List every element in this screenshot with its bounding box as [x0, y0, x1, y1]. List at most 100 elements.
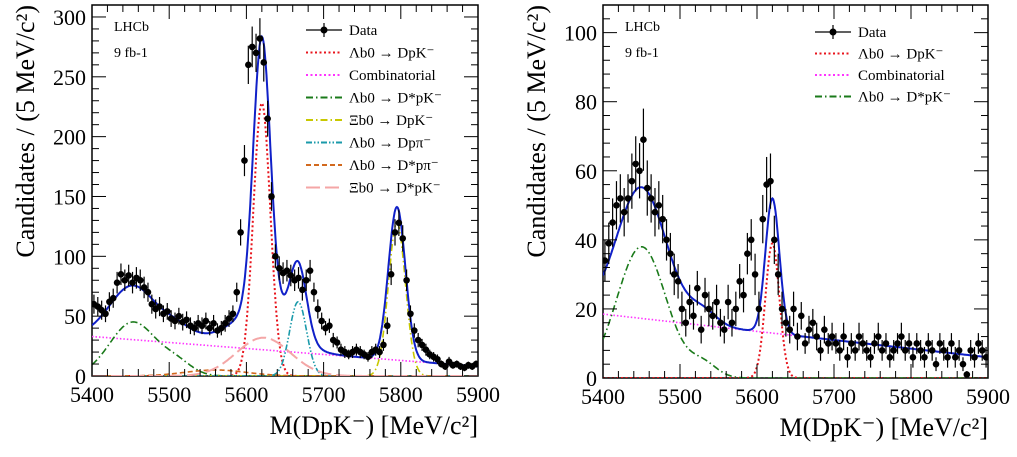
legend-entry: Λb0 → D*pK⁻ [306, 91, 442, 107]
data-point [882, 333, 890, 354]
legend-label: Λb0 → D*pK⁻ [858, 90, 951, 106]
data-point [932, 357, 940, 372]
data-point [283, 259, 291, 282]
data-point [140, 276, 148, 299]
data-point [264, 100, 271, 137]
data-point [747, 219, 755, 261]
data-point [387, 263, 395, 286]
data-point [851, 340, 859, 361]
data-point [778, 291, 786, 327]
data-point [836, 340, 844, 361]
data-point [414, 332, 422, 348]
data-point [824, 333, 832, 354]
experiment-label: LHCb [625, 20, 660, 35]
y-tick-label: 300 [53, 5, 86, 30]
data-point [728, 308, 736, 337]
x-tick-label: 5400 [581, 384, 625, 409]
legend-label: Data [349, 23, 378, 39]
data-point [844, 346, 851, 368]
total-fit-curve [603, 186, 988, 359]
data-point [407, 305, 414, 323]
data-point [828, 322, 836, 351]
data-point [391, 219, 399, 246]
data-point [786, 315, 794, 344]
data-point [971, 346, 978, 368]
legend-entry: Λb0 → D*pπ⁻ [306, 158, 439, 174]
data-point [632, 136, 640, 192]
data-point [801, 333, 809, 354]
data-point [314, 299, 322, 319]
experiment-label: LHCb [114, 20, 149, 35]
data-point [422, 343, 430, 356]
legend-entry: Data [815, 25, 887, 41]
right-panel: 5400 5500 5600 5700 5800 5900 0 20 40 60 80 100 M(Dp… [522, 4, 1010, 442]
data-point [720, 315, 728, 344]
data-point [617, 174, 624, 223]
y-tick-label: 80 [575, 90, 597, 115]
data-point [190, 320, 198, 336]
y-axis-title: Candidates / (5 MeV/c²) [11, 5, 40, 258]
legend-entry: Combinatorial [815, 68, 945, 84]
data-point [245, 45, 252, 84]
data-point [878, 340, 886, 361]
data-point [326, 318, 333, 333]
data-point [241, 145, 248, 177]
legend-entry: Combinatorial [306, 68, 436, 84]
x-tick-label: 5900 [456, 382, 500, 407]
data-point [682, 308, 690, 337]
data-point [697, 315, 705, 344]
data-point [218, 320, 225, 336]
data-point [121, 269, 129, 292]
y-tick-label: 200 [53, 125, 86, 150]
data-point [272, 244, 279, 269]
data-point [659, 194, 666, 244]
data-point [901, 340, 909, 361]
data-point [94, 297, 102, 317]
data-point [894, 333, 901, 354]
legend: Data Λb0 → DpK⁻ Combinatorial Λb0 → D*pK⁻ Ξb… [306, 23, 442, 197]
legend-label: Λb0 → Dpπ⁻ [349, 136, 431, 152]
legend-entry: Λb0 → D*pK⁻ [815, 90, 951, 106]
data-point [744, 232, 751, 275]
data-point [925, 333, 932, 354]
x-tick-label: 5900 [966, 384, 1010, 409]
legend-label: Λb0 → DpK⁻ [858, 47, 943, 63]
data-point [202, 312, 210, 330]
data-point [663, 219, 670, 261]
x-tick-label: 5700 [302, 382, 346, 407]
component-curve-sig [603, 241, 988, 378]
data-point [302, 269, 310, 292]
legend-entry: Ξb0 → DpK⁻ [306, 113, 433, 129]
data-point [383, 317, 391, 335]
data-point [129, 271, 136, 294]
y-tick-label: 60 [575, 159, 597, 184]
data-point [434, 354, 441, 365]
data-point [318, 312, 325, 330]
y-tick-label: 50 [64, 304, 86, 329]
data-point [705, 291, 713, 327]
data-point [248, 26, 256, 68]
data-point [694, 270, 701, 306]
data-point [821, 315, 828, 344]
legend-label: Λb0 → D*pK⁻ [349, 91, 442, 107]
data-point [640, 108, 647, 171]
data-point [909, 346, 917, 368]
data-point [299, 279, 306, 301]
component-curve-dpi [92, 300, 478, 376]
data-point [724, 284, 732, 320]
component-curve-sig [92, 101, 478, 376]
legend-label: Combinatorial [349, 68, 436, 84]
data-point [380, 338, 387, 351]
legend-entry: Ξb0 → D*pK⁻ [306, 181, 441, 197]
data-point [667, 232, 674, 275]
data-point [767, 153, 774, 209]
data-point [871, 333, 878, 354]
legend-entry: Λb0 → DpK⁻ [306, 46, 434, 62]
data-point [210, 314, 217, 332]
data-point [624, 174, 632, 223]
data-point [732, 291, 740, 327]
data-point [940, 340, 948, 361]
data-point [605, 222, 613, 265]
data-point [832, 333, 840, 354]
